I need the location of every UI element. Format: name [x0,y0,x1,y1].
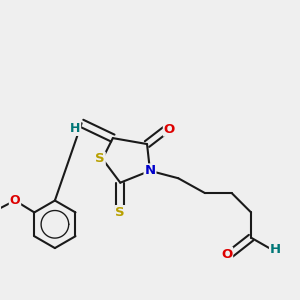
Text: H: H [270,243,281,256]
Text: H: H [70,122,80,135]
Text: O: O [221,248,232,260]
Text: O: O [164,123,175,136]
Text: N: N [144,164,156,177]
Text: S: S [116,206,125,219]
Text: O: O [10,194,20,207]
Text: S: S [95,152,105,165]
